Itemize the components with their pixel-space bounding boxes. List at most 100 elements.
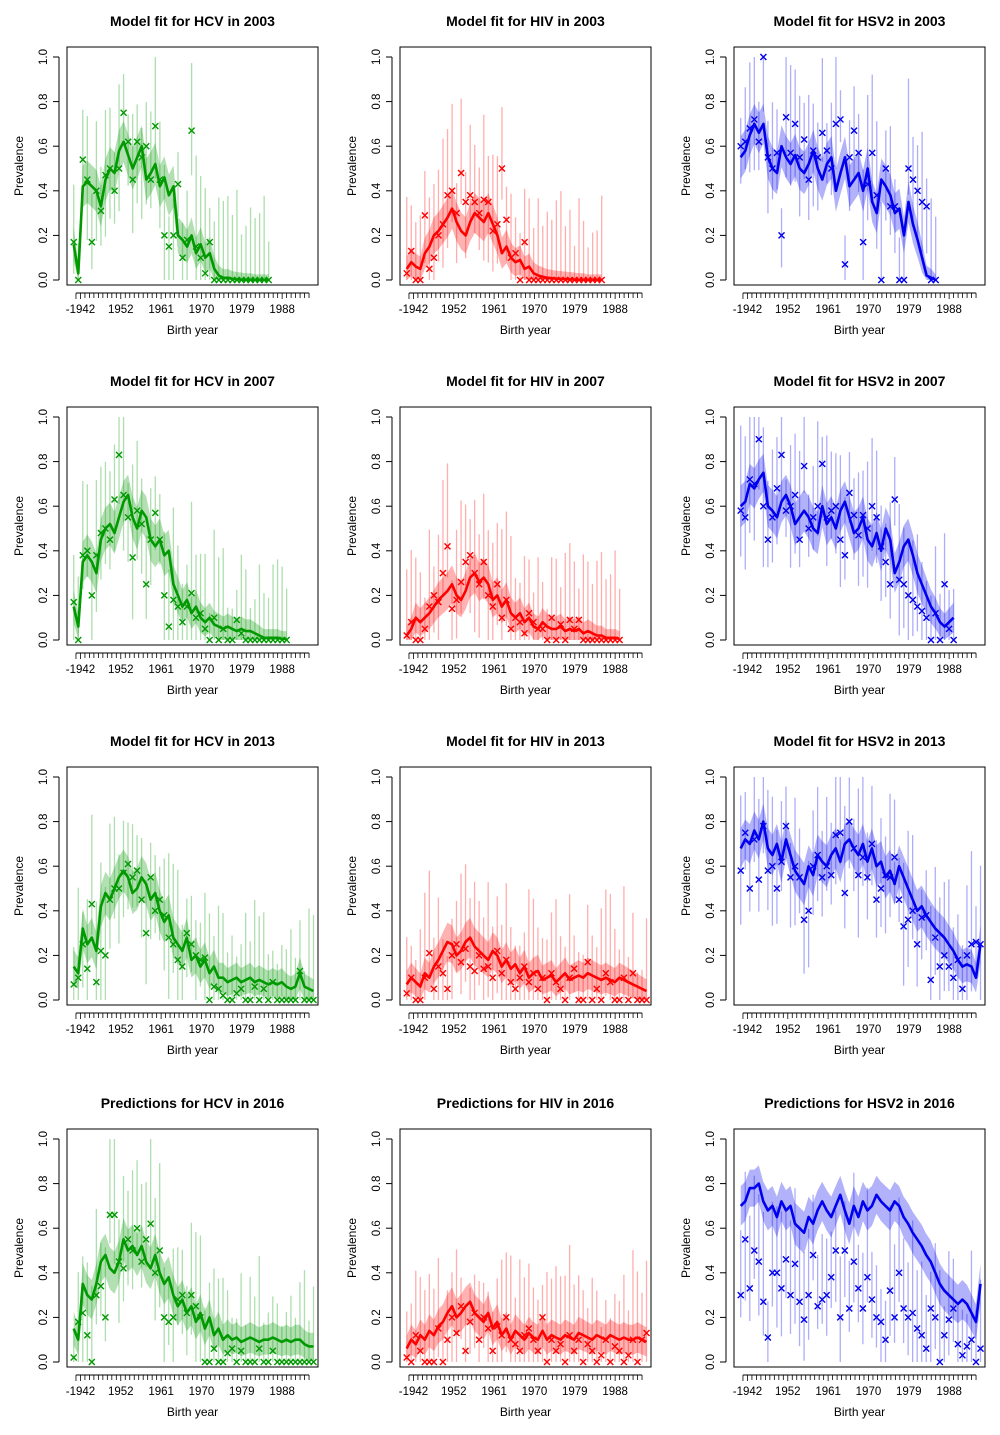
y-tick-label: 0.6: [371, 1220, 383, 1236]
observed-point: [534, 985, 542, 993]
observed-point: [101, 171, 109, 179]
x-tick-label: 1961: [481, 664, 507, 676]
observed-point: [552, 978, 560, 986]
plot-data: [70, 57, 273, 284]
x-tick-label: 1970: [189, 304, 215, 316]
observed-point: [643, 996, 651, 1004]
observed-point: [918, 1331, 926, 1339]
y-axis-label: Prevalence: [679, 1218, 693, 1278]
chart-panel: Model fit for HSV2 in 2007 Prevalence Birt…: [679, 373, 986, 697]
x-tick-label: 1952: [441, 1024, 467, 1036]
y-tick-label: 0.4: [371, 1264, 383, 1281]
observed-point: [841, 1247, 849, 1254]
observed-point: [836, 115, 844, 123]
axes: 0.0 0.2 0.4 0.6 0.8 1.0 -1942 1952 1961 1970 1979 1…: [705, 46, 986, 316]
observed-point: [246, 996, 254, 1004]
y-tick-label: 0.2: [38, 1309, 50, 1325]
observed-point: [403, 269, 411, 277]
observed-point: [439, 969, 447, 977]
observed-point: [97, 207, 105, 215]
observed-point: [493, 1322, 501, 1330]
x-tick-label: -1942: [66, 1386, 95, 1398]
observed-point: [778, 231, 786, 239]
observed-point: [83, 1331, 91, 1339]
observed-point: [818, 460, 826, 468]
x-tick-label: 1970: [856, 1386, 882, 1398]
y-tick-label: 0.0: [371, 1354, 383, 1370]
observed-point: [210, 983, 218, 991]
observed-point: [498, 1331, 506, 1339]
y-tick-label: 0.8: [38, 814, 50, 830]
plot-frame: [66, 766, 319, 1006]
observed-point: [868, 502, 876, 510]
observed-point: [443, 1336, 451, 1344]
observed-point: [886, 580, 894, 588]
observed-point: [755, 138, 763, 146]
observed-point: [97, 1282, 105, 1290]
observed-point: [746, 124, 754, 132]
observed-point: [178, 1291, 186, 1299]
observed-point: [215, 636, 223, 644]
observed-point: [310, 996, 318, 1004]
observed-point: [949, 974, 957, 982]
y-tick-label: 0.6: [38, 858, 50, 874]
observed-point: [931, 1313, 939, 1321]
y-axis-label: Prevalence: [345, 496, 359, 556]
observed-point: [606, 978, 614, 986]
observed-point: [156, 1247, 164, 1254]
observed-point: [809, 513, 817, 521]
confidence-band: [406, 1282, 647, 1362]
observed-point: [782, 1255, 790, 1263]
observed-point: [448, 951, 456, 959]
observed-point: [88, 900, 96, 908]
observed-point: [430, 1358, 438, 1366]
observed-point: [498, 969, 506, 977]
observed-point: [624, 996, 632, 1004]
chart-title: Predictions for HCV in 2016: [101, 1095, 285, 1111]
observed-point: [403, 989, 411, 997]
observed-point: [570, 625, 578, 633]
observed-point: [192, 1302, 200, 1310]
x-axis-label: Birth year: [834, 1405, 885, 1419]
observed-point: [421, 974, 429, 982]
observed-point: [425, 265, 433, 273]
x-tick-label: 1961: [815, 1386, 841, 1398]
observed-point: [228, 996, 236, 1004]
observed-point: [923, 202, 931, 210]
observed-point: [927, 636, 935, 644]
observed-point: [160, 591, 168, 599]
observed-point: [502, 216, 510, 224]
y-tick-label: 0.6: [38, 138, 50, 154]
axes: 0.0 0.2 0.4 0.6 0.8 1.0 -1942 1952 1961 1970 1979 1…: [705, 1128, 986, 1398]
observed-point: [936, 1358, 944, 1366]
x-tick-label: 1961: [481, 1386, 507, 1398]
x-tick-label: 1961: [148, 1386, 174, 1398]
observed-point: [151, 509, 159, 517]
observed-point: [151, 907, 159, 915]
observed-point: [972, 1358, 980, 1366]
x-tick-label: -1942: [399, 1386, 428, 1398]
observed-point: [759, 53, 767, 61]
observed-point: [133, 507, 141, 515]
observed-point: [543, 996, 551, 1004]
observed-point: [466, 551, 474, 559]
observed-point: [777, 858, 785, 866]
observed-point: [909, 596, 917, 604]
x-tick-label: 1952: [108, 664, 134, 676]
y-tick-label: 0.2: [705, 587, 717, 603]
observed-point: [922, 911, 930, 919]
observed-point: [115, 1258, 123, 1266]
observed-point: [936, 636, 944, 644]
x-tick-label: 1988: [602, 664, 628, 676]
x-axis-label: Birth year: [167, 1043, 218, 1057]
observed-point: [525, 609, 533, 617]
observed-point: [963, 951, 971, 959]
observed-point: [179, 254, 187, 262]
observed-point: [74, 636, 82, 644]
observed-point: [147, 536, 155, 544]
observed-point: [516, 974, 524, 982]
observed-point: [900, 1304, 908, 1312]
observed-point: [310, 1358, 318, 1366]
observed-point: [566, 1331, 574, 1339]
observed-point: [755, 876, 763, 884]
